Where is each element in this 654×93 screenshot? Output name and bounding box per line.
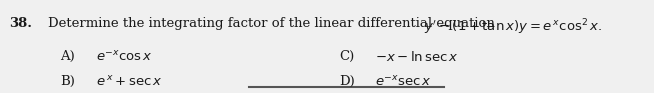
Text: $e^{-x}\sec x$: $e^{-x}\sec x$ — [375, 74, 432, 88]
Text: Determine the integrating factor of the linear differential equation: Determine the integrating factor of the … — [48, 17, 500, 30]
Text: $e^{-x}\cos x$: $e^{-x}\cos x$ — [95, 49, 152, 64]
Text: $e^{\,x} + \sec x$: $e^{\,x} + \sec x$ — [95, 74, 162, 88]
Text: A): A) — [60, 49, 75, 62]
Text: 38.: 38. — [9, 17, 32, 30]
Text: C): C) — [339, 49, 355, 62]
Text: $y' - (1 + \tan x)y = e^{\,x}\cos^2 x.$: $y' - (1 + \tan x)y = e^{\,x}\cos^2 x.$ — [424, 17, 602, 37]
Text: D): D) — [339, 74, 355, 87]
Text: B): B) — [60, 74, 75, 87]
Text: $-x - \ln\sec x$: $-x - \ln\sec x$ — [375, 49, 459, 64]
